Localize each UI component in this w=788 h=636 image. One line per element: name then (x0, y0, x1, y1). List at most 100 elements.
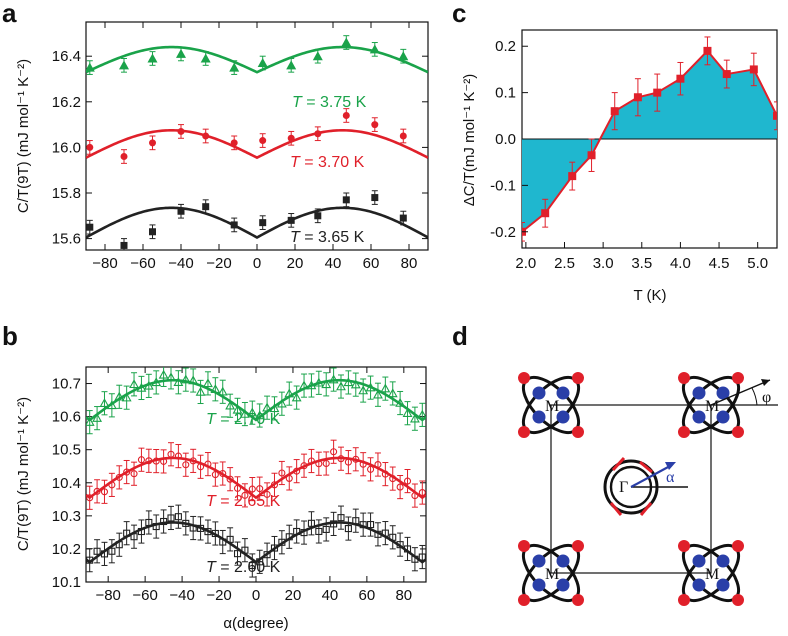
data-point (93, 487, 101, 495)
data-point (219, 538, 227, 546)
data-point (403, 545, 412, 553)
data-point (108, 547, 116, 555)
data-point (197, 463, 205, 471)
red-node (732, 540, 744, 552)
panel-letter-b: b (2, 321, 18, 351)
gamma-node-marker (611, 456, 626, 472)
data-point (306, 380, 317, 390)
data-point (749, 65, 758, 74)
y-tick-label: 10.1 (52, 574, 81, 591)
curve-label-value: = 3.65 K (300, 229, 365, 246)
blue-node (692, 386, 706, 400)
gamma-label: Γ (619, 479, 628, 496)
data-point (307, 457, 315, 465)
plot-data-b (86, 367, 426, 578)
data-point (189, 457, 197, 465)
data-point (119, 60, 129, 70)
x-tick-label: −80 (92, 255, 117, 272)
data-point (336, 381, 346, 391)
data-point (167, 450, 175, 458)
gamma-node-marker (639, 502, 653, 516)
data-point (285, 474, 293, 482)
data-point (263, 551, 271, 559)
curve-label-value: = 3.75 K (302, 94, 367, 111)
data-point (587, 151, 596, 160)
data-point (633, 93, 642, 102)
m-pocket: M (518, 372, 584, 438)
data-point (229, 62, 240, 72)
data-point (167, 514, 175, 522)
data-point (256, 485, 264, 493)
data-point (403, 477, 412, 485)
x-tick-label: 3.0 (593, 255, 614, 272)
red-node (732, 594, 744, 606)
data-point (204, 528, 212, 536)
ylabel-a: C/T(9T) (mJ mol⁻¹ K⁻²) (15, 59, 32, 213)
y-tick-label: 0.1 (495, 85, 516, 102)
blue-node (692, 578, 706, 592)
xlabel-c: T (K) (633, 287, 666, 304)
panel-letter-d: d (452, 321, 468, 351)
y-tick-label: -0.1 (490, 177, 516, 194)
data-point (284, 388, 295, 398)
curve-label-symbol: T (206, 493, 217, 510)
data-point (287, 216, 295, 224)
data-point (270, 544, 279, 552)
red-node (732, 426, 744, 438)
data-point (286, 60, 297, 70)
data-point (202, 132, 210, 140)
plot-data-a (86, 35, 428, 250)
x-tick-label: 2.0 (515, 255, 536, 272)
data-point (257, 58, 268, 68)
data-point (395, 397, 406, 407)
curve-label: T = 2.60 K (206, 559, 281, 576)
data-point (123, 468, 131, 476)
m-pocket: M (518, 540, 584, 606)
chart-panel-c: 2.0 2.5 3.0 3.5 4.0 4.5 5.0 -0.2 -0.1 0.0 0.1 0.2 Δ… (461, 29, 778, 304)
fit-curve (86, 456, 426, 500)
m-label: M (705, 398, 719, 415)
data-point (418, 553, 426, 561)
y-tick-label: 15.6 (52, 231, 81, 248)
data-point (225, 400, 236, 410)
data-point (276, 398, 287, 408)
m-pocket: M (678, 372, 744, 438)
x-tick-label: 20 (285, 587, 302, 604)
curve-label: T = 3.65 K (290, 229, 365, 246)
fit-curve (86, 521, 426, 564)
data-point (152, 457, 160, 465)
data-point (381, 470, 389, 478)
x-tick-label: 60 (363, 255, 380, 272)
data-point (120, 241, 128, 249)
data-point (174, 452, 182, 460)
data-point (373, 389, 383, 399)
data-point (387, 388, 398, 398)
data-point (300, 462, 308, 470)
data-point (293, 527, 301, 536)
blue-node (532, 410, 546, 424)
red-node (518, 594, 530, 606)
data-point (86, 143, 94, 151)
y-tick-label: 10.5 (52, 442, 81, 459)
y-tick-label: 15.8 (52, 185, 81, 202)
x-tick-label: 4.0 (670, 255, 691, 272)
axis-ticks-c: 2.0 2.5 3.0 3.5 4.0 4.5 5.0 -0.2 -0.1 0.0 0.1 0.2 (490, 38, 768, 272)
data-point (115, 473, 123, 481)
blue-node (532, 578, 546, 592)
red-node (572, 426, 584, 438)
curve-label-value: = 2.70 K (216, 411, 281, 428)
data-point (342, 111, 350, 119)
curve-label-value: = 3.70 K (300, 154, 365, 171)
data-point (342, 196, 350, 204)
data-point (321, 379, 332, 389)
data-point (189, 524, 197, 532)
panel-letter-a: a (2, 0, 17, 28)
red-node (678, 426, 690, 438)
curve-label: T = 2.70 K (206, 411, 281, 428)
data-point (202, 203, 210, 211)
data-point (653, 88, 662, 97)
data-point (417, 409, 426, 419)
blue-node (716, 578, 730, 592)
data-point (203, 378, 213, 388)
